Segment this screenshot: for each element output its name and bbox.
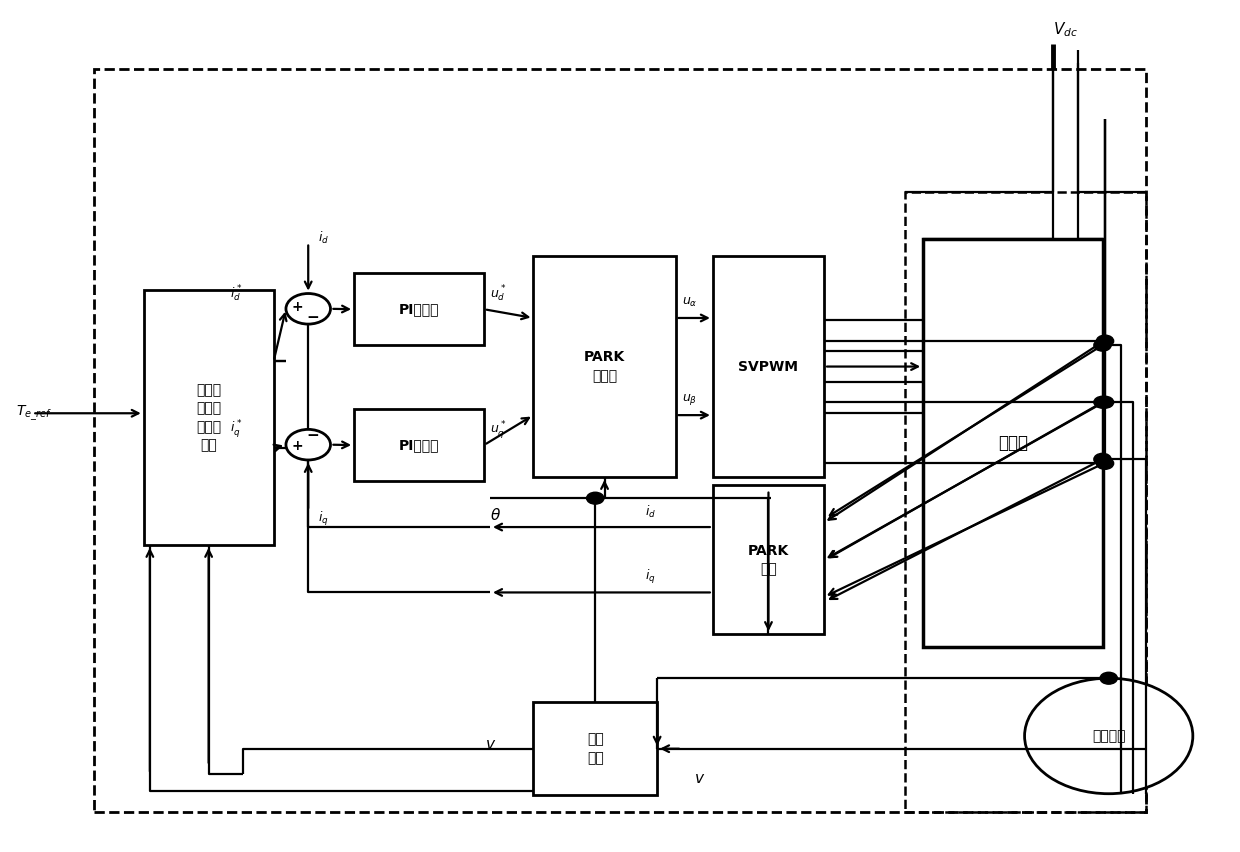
Circle shape: [587, 492, 604, 504]
Text: PI调节器: PI调节器: [399, 302, 439, 316]
Text: $\theta$: $\theta$: [490, 507, 501, 523]
Circle shape: [1094, 396, 1111, 408]
Text: −: −: [306, 428, 319, 443]
Text: $u_{\alpha}$: $u_{\alpha}$: [682, 296, 697, 309]
Text: 最大转
矩电流
比控制
模块: 最大转 矩电流 比控制 模块: [196, 383, 221, 452]
Circle shape: [1096, 458, 1114, 469]
FancyBboxPatch shape: [923, 239, 1102, 647]
Circle shape: [1024, 678, 1193, 794]
Circle shape: [1094, 453, 1111, 465]
FancyBboxPatch shape: [353, 273, 484, 345]
Text: $v$: $v$: [485, 737, 496, 752]
Text: $u_q^*$: $u_q^*$: [490, 419, 506, 440]
Text: $i_q$: $i_q$: [645, 568, 656, 586]
Text: $i_q^*$: $i_q^*$: [231, 418, 243, 440]
Text: PARK
变换: PARK 变换: [748, 544, 789, 576]
FancyBboxPatch shape: [144, 291, 274, 545]
Text: $u_{\beta}$: $u_{\beta}$: [682, 392, 697, 407]
Text: $u_d^*$: $u_d^*$: [490, 284, 506, 304]
Text: $i_d^*$: $i_d^*$: [231, 284, 243, 303]
Text: PARK
反变换: PARK 反变换: [584, 350, 625, 383]
Text: $i_d$: $i_d$: [319, 230, 329, 246]
Circle shape: [286, 429, 331, 460]
Text: 逆变器: 逆变器: [998, 434, 1028, 452]
Circle shape: [1096, 396, 1114, 408]
Text: 解码
芯片: 解码 芯片: [587, 733, 604, 765]
Text: −: −: [306, 310, 319, 325]
Circle shape: [1100, 672, 1117, 684]
FancyBboxPatch shape: [713, 256, 825, 477]
Circle shape: [1094, 339, 1111, 351]
Text: PI调节器: PI调节器: [399, 438, 439, 452]
Text: +: +: [291, 300, 303, 314]
Circle shape: [286, 294, 331, 324]
FancyBboxPatch shape: [533, 702, 657, 796]
Text: $V_{dc}$: $V_{dc}$: [1053, 20, 1078, 38]
FancyBboxPatch shape: [533, 256, 676, 477]
FancyBboxPatch shape: [713, 486, 825, 634]
Text: SVPWM: SVPWM: [739, 360, 799, 373]
Circle shape: [1096, 335, 1114, 347]
Text: $i_q$: $i_q$: [319, 510, 329, 528]
Text: $v$: $v$: [694, 771, 706, 786]
Text: $T_{e\_ref}$: $T_{e\_ref}$: [16, 404, 52, 423]
Text: +: +: [291, 440, 303, 453]
FancyBboxPatch shape: [353, 409, 484, 481]
Text: $i_d$: $i_d$: [645, 504, 656, 520]
Text: 永磁电机: 永磁电机: [1092, 729, 1126, 743]
